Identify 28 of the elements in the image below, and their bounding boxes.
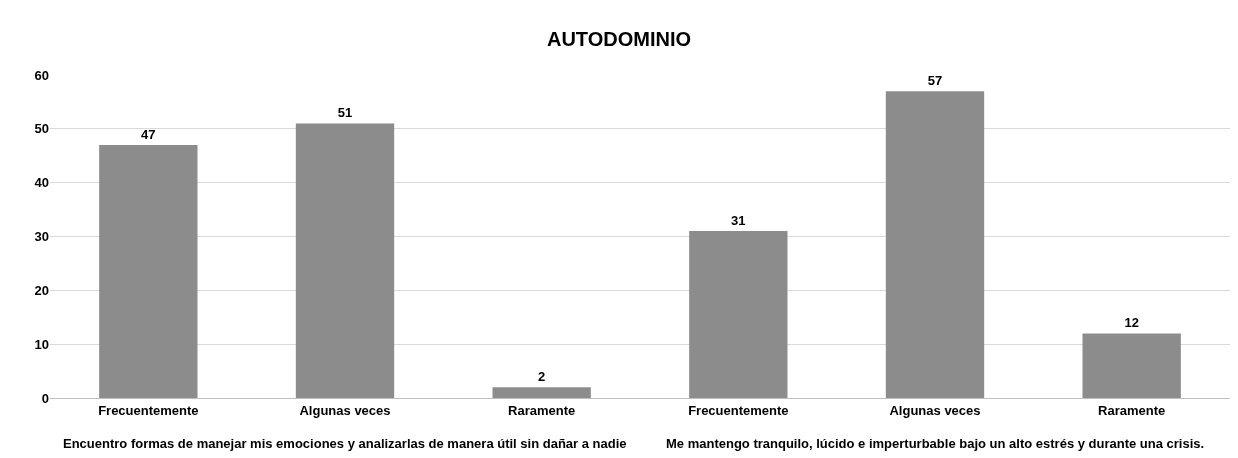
x-tick-label: Raramente <box>508 402 576 418</box>
y-tick-label: 50 <box>34 121 49 137</box>
x-tick-label: Algunas veces <box>299 402 391 418</box>
bar <box>492 387 591 398</box>
data-label: 57 <box>927 73 943 89</box>
text: Me mantengo tranquilo, lúcido e imperturbable bajo un alto estrés y durante una crisis. <box>666 436 1205 451</box>
y-tick-label: 10 <box>34 336 49 352</box>
y-tick-label: 60 <box>34 67 49 83</box>
data-label: 2 <box>538 369 546 385</box>
data-label: 51 <box>337 105 353 121</box>
x-tick-label: Algunas veces <box>889 402 981 418</box>
text: Encuentro formas de manejar mis emociones y analizarlas de manera útil sin dañar a nadie <box>63 436 627 451</box>
data-label: 31 <box>731 213 746 229</box>
y-tick-label: 40 <box>34 175 49 191</box>
x-tick-label: Frecuentemente <box>98 402 199 418</box>
chart-title: AUTODOMINIO <box>546 28 692 51</box>
data-label: 12 <box>1124 315 1139 331</box>
y-tick-label: 20 <box>34 282 49 298</box>
x-tick-label: Frecuentemente <box>688 402 789 418</box>
bar <box>689 231 788 398</box>
bar <box>885 91 985 398</box>
x-tick-label: Raramente <box>1098 402 1166 418</box>
y-tick-label: 30 <box>34 229 49 245</box>
y-tick-label: 0 <box>41 390 49 406</box>
bar <box>1082 333 1181 398</box>
data-label: 47 <box>141 126 156 142</box>
bar <box>99 144 198 398</box>
bar <box>295 123 395 398</box>
